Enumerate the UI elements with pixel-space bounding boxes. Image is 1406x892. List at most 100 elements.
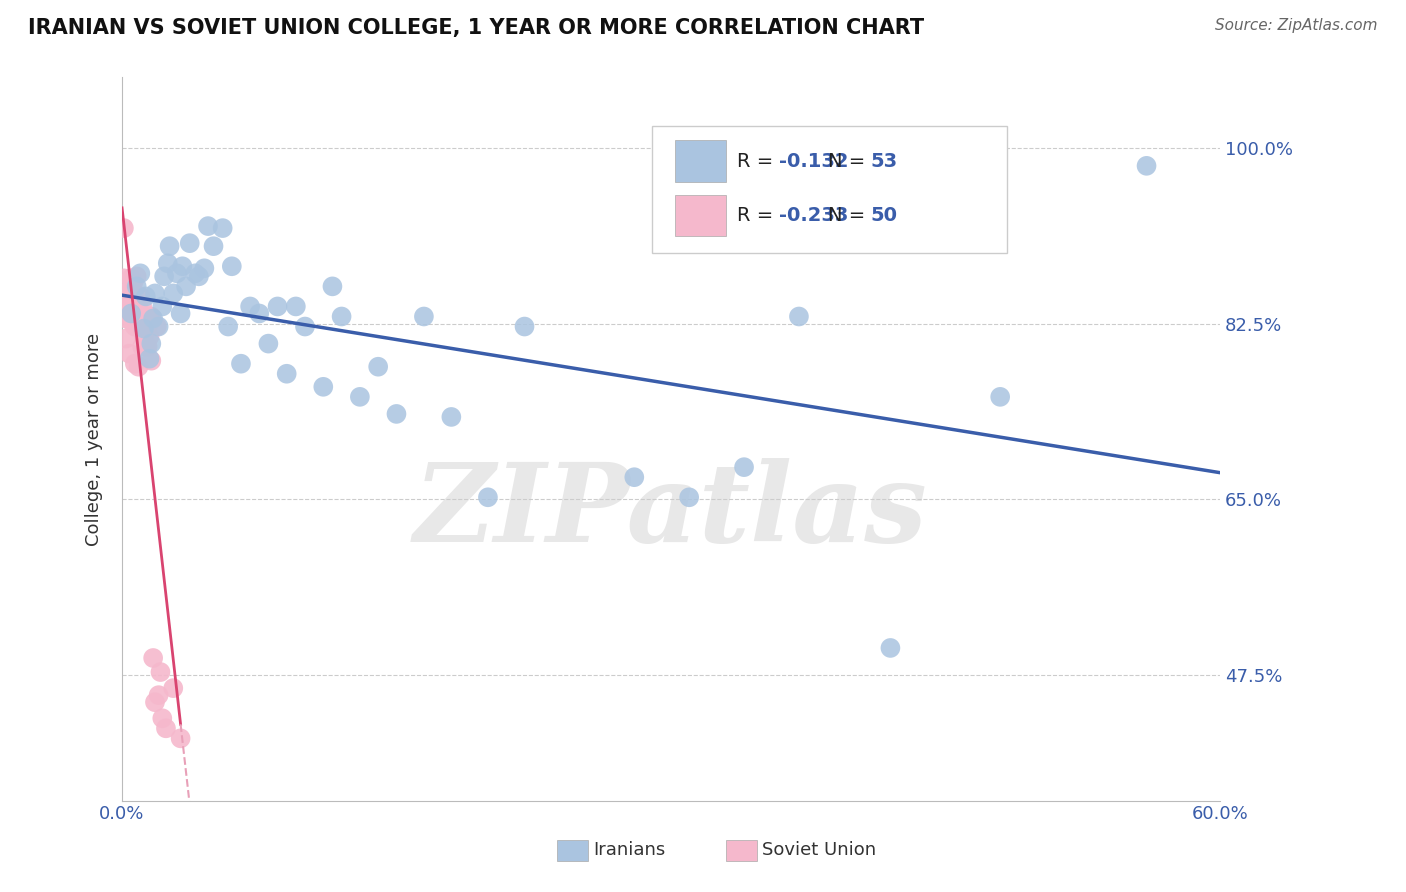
Point xyxy=(141,336,163,351)
Point xyxy=(187,269,209,284)
Point xyxy=(125,279,148,293)
Point xyxy=(197,219,219,233)
Point xyxy=(239,300,262,314)
Point xyxy=(135,310,157,324)
Text: R =: R = xyxy=(738,152,780,170)
Point xyxy=(294,319,316,334)
Point xyxy=(117,292,139,306)
Point xyxy=(162,681,184,695)
Point xyxy=(321,279,343,293)
Point xyxy=(120,306,142,320)
Point xyxy=(138,329,160,343)
Point xyxy=(142,651,165,665)
Point xyxy=(148,688,170,702)
Point xyxy=(118,306,141,320)
Text: -0.233: -0.233 xyxy=(779,206,849,225)
Point xyxy=(143,286,166,301)
Point xyxy=(125,269,148,284)
Point xyxy=(412,310,434,324)
Point xyxy=(132,329,155,343)
Point xyxy=(385,407,408,421)
Point xyxy=(330,310,353,324)
Point xyxy=(166,266,188,280)
Text: Iranians: Iranians xyxy=(593,841,666,859)
Point xyxy=(128,359,150,374)
Point xyxy=(440,409,463,424)
Point xyxy=(477,490,499,504)
Point xyxy=(678,490,700,504)
Point xyxy=(138,310,160,324)
Point xyxy=(117,296,139,310)
Point xyxy=(988,390,1011,404)
Point xyxy=(125,319,148,334)
Point xyxy=(150,711,173,725)
Point xyxy=(141,353,163,368)
Point xyxy=(122,317,145,331)
Point xyxy=(257,336,280,351)
Point xyxy=(513,319,536,334)
Text: IRANIAN VS SOVIET UNION COLLEGE, 1 YEAR OR MORE CORRELATION CHART: IRANIAN VS SOVIET UNION COLLEGE, 1 YEAR … xyxy=(28,18,924,37)
Point xyxy=(266,300,288,314)
Point xyxy=(174,279,197,293)
Text: 50: 50 xyxy=(870,206,897,225)
Y-axis label: College, 1 year or more: College, 1 year or more xyxy=(86,333,103,546)
Point xyxy=(136,319,159,334)
Point xyxy=(136,340,159,354)
Point xyxy=(124,319,146,334)
Text: 53: 53 xyxy=(870,152,897,170)
Point xyxy=(120,281,142,295)
Point xyxy=(132,310,155,324)
Point xyxy=(179,236,201,251)
Point xyxy=(135,289,157,303)
Text: ZIPatlas: ZIPatlas xyxy=(413,458,928,566)
Point xyxy=(142,311,165,326)
Point xyxy=(146,319,169,334)
Point xyxy=(367,359,389,374)
Point xyxy=(114,311,136,326)
Point xyxy=(129,289,152,303)
Point xyxy=(124,357,146,371)
Text: Soviet Union: Soviet Union xyxy=(762,841,876,859)
Point xyxy=(114,332,136,346)
Point xyxy=(122,277,145,291)
Text: N =: N = xyxy=(828,152,872,170)
Point xyxy=(217,319,239,334)
Point xyxy=(112,271,135,285)
Point xyxy=(131,340,153,354)
Point xyxy=(276,367,298,381)
Point xyxy=(124,310,146,324)
Point xyxy=(149,665,172,679)
Point xyxy=(879,640,901,655)
Point xyxy=(114,286,136,301)
Point xyxy=(733,460,755,475)
Point xyxy=(202,239,225,253)
Point xyxy=(284,300,307,314)
Point xyxy=(128,310,150,324)
Point xyxy=(184,266,207,280)
Point xyxy=(138,351,160,366)
Point xyxy=(117,301,139,316)
Point xyxy=(211,221,233,235)
Point xyxy=(150,300,173,314)
Point xyxy=(193,261,215,276)
Point xyxy=(162,286,184,301)
Point xyxy=(172,260,194,274)
Point xyxy=(141,310,163,324)
Point xyxy=(129,319,152,334)
Point xyxy=(229,357,252,371)
Point xyxy=(118,292,141,306)
Point xyxy=(118,346,141,360)
Point xyxy=(169,731,191,746)
Point xyxy=(1135,159,1157,173)
Point xyxy=(312,380,335,394)
Point xyxy=(132,321,155,335)
Point xyxy=(349,390,371,404)
Point xyxy=(120,271,142,285)
Point xyxy=(155,721,177,735)
Text: R =: R = xyxy=(738,206,780,225)
Point xyxy=(128,300,150,314)
Point xyxy=(169,306,191,320)
Point xyxy=(787,310,810,324)
Point xyxy=(159,239,181,253)
Text: Source: ZipAtlas.com: Source: ZipAtlas.com xyxy=(1215,18,1378,33)
